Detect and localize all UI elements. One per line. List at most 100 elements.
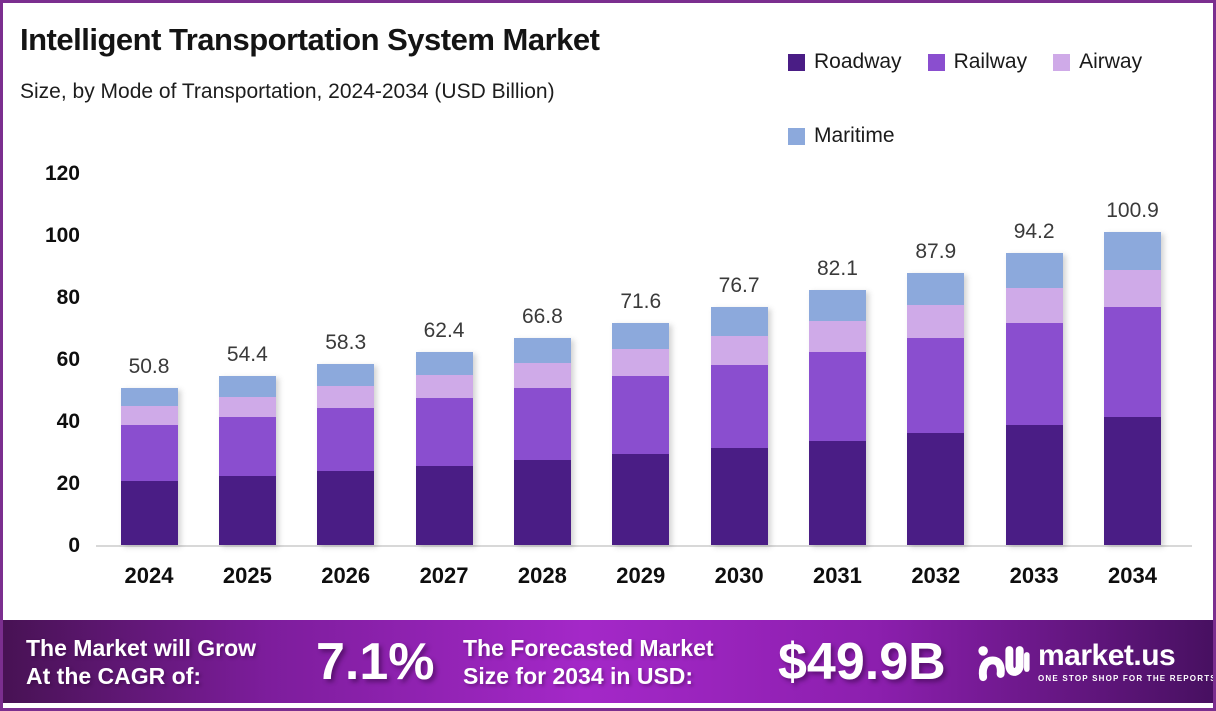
bar-segment-roadway bbox=[612, 453, 670, 545]
forecast-label: The Forecasted Market Size for 2034 in U… bbox=[463, 634, 714, 690]
bar-segment-airway bbox=[120, 406, 178, 426]
bar-total-label: 100.9 bbox=[1106, 199, 1159, 223]
cagr-label-line2: At the CAGR of: bbox=[26, 662, 202, 689]
bar-2032 bbox=[907, 272, 965, 545]
bar-total-label: 94.2 bbox=[1013, 219, 1055, 243]
legend-label-airway: Airway bbox=[1079, 50, 1143, 73]
bar-segment-airway bbox=[218, 396, 276, 417]
bar-segment-roadway bbox=[907, 433, 965, 545]
bar-total-label: 82.1 bbox=[817, 257, 858, 281]
legend-item-roadway: Roadway bbox=[788, 50, 902, 74]
bar-total-label: 87.9 bbox=[915, 239, 957, 263]
maritime-swatch-icon bbox=[788, 127, 805, 145]
bar-segment-maritime bbox=[612, 323, 670, 350]
bar-2029 bbox=[612, 323, 670, 545]
legend-row-2: Maritime bbox=[788, 124, 895, 148]
bar-segment-airway bbox=[710, 336, 768, 365]
legend-label-maritime: Maritime bbox=[814, 124, 895, 147]
x-axis-label: 2026 bbox=[321, 563, 371, 588]
bar-segment-roadway bbox=[120, 480, 178, 545]
railway-swatch-icon bbox=[927, 53, 945, 71]
bar-segment-railway bbox=[1005, 323, 1063, 426]
x-axis-line bbox=[96, 545, 1192, 547]
bar-segment-roadway bbox=[218, 475, 276, 545]
bar-segment-maritime bbox=[415, 351, 473, 375]
bar-segment-airway bbox=[317, 385, 375, 408]
x-axis-label: 2032 bbox=[911, 563, 961, 588]
legend-row-1: Roadway Railway Airway bbox=[788, 50, 1142, 74]
roadway-swatch-icon bbox=[788, 53, 805, 71]
bar-segment-railway bbox=[415, 398, 473, 466]
bar-total-label: 76.7 bbox=[718, 274, 760, 298]
bar-segment-airway bbox=[415, 374, 473, 399]
y-axis-tick-label: 0 bbox=[68, 534, 80, 557]
y-axis-tick-label: 20 bbox=[56, 472, 80, 495]
forecast-label-line2: Size for 2034 in USD: bbox=[463, 662, 694, 689]
cagr-label-line1: The Market will Grow bbox=[26, 634, 257, 661]
x-axis-label: 2034 bbox=[1108, 563, 1157, 588]
x-axis-label: 2031 bbox=[812, 563, 862, 588]
bar-total-label: 66.8 bbox=[521, 304, 563, 328]
bar-segment-railway bbox=[317, 407, 375, 471]
y-axis-tick-label: 100 bbox=[44, 224, 80, 247]
bar-2025 bbox=[218, 376, 276, 545]
bar-segment-railway bbox=[808, 351, 866, 441]
bar-segment-railway bbox=[710, 364, 768, 448]
bar-total-label: 58.3 bbox=[325, 331, 367, 355]
bar-total-label: 50.8 bbox=[128, 354, 170, 378]
legend-item-maritime: Maritime bbox=[788, 124, 895, 148]
legend-item-airway: Airway bbox=[1053, 50, 1142, 74]
bar-segment-roadway bbox=[808, 440, 866, 545]
marketus-brand-tagline: ONE STOP SHOP FOR THE REPORTS bbox=[1038, 673, 1216, 683]
x-axis-label: 2025 bbox=[222, 563, 272, 588]
page-title: Intelligent Transportation System Market bbox=[20, 22, 600, 57]
bar-segment-roadway bbox=[317, 470, 375, 545]
bar-segment-maritime bbox=[317, 364, 375, 386]
bar-segment-railway bbox=[612, 376, 670, 454]
bar-segment-maritime bbox=[513, 337, 571, 363]
bar-2030 bbox=[710, 307, 768, 545]
bar-segment-roadway bbox=[1104, 416, 1161, 545]
y-axis-tick-label: 60 bbox=[56, 348, 80, 371]
legend-item-railway: Railway bbox=[927, 50, 1028, 74]
x-axis-label: 2029 bbox=[616, 563, 666, 588]
bar-2033 bbox=[1005, 252, 1063, 545]
bar-segment-airway bbox=[808, 320, 866, 352]
x-axis-label: 2028 bbox=[517, 563, 567, 588]
cagr-label: The Market will Grow At the CAGR of: bbox=[26, 634, 256, 690]
bar-segment-roadway bbox=[1005, 425, 1063, 545]
footer-banner: The Market will Grow At the CAGR of: 7.1… bbox=[0, 620, 1216, 703]
x-axis-label: 2030 bbox=[714, 563, 764, 588]
bar-segment-airway bbox=[513, 362, 571, 388]
bar-2024 bbox=[120, 387, 178, 545]
bar-2034 bbox=[1104, 232, 1161, 545]
y-axis-tick-label: 120 bbox=[44, 162, 80, 185]
bar-segment-maritime bbox=[1104, 232, 1161, 270]
cagr-value: 7.1% bbox=[316, 632, 435, 691]
forecast-value: $49.9B bbox=[778, 632, 946, 691]
x-axis-label: 2033 bbox=[1009, 563, 1059, 588]
x-axis-label: 2024 bbox=[124, 563, 174, 588]
bar-total-label: 54.4 bbox=[226, 343, 268, 367]
bar-segment-airway bbox=[1005, 287, 1063, 323]
y-axis-tick-label: 80 bbox=[56, 286, 80, 309]
bar-2028 bbox=[513, 337, 571, 545]
y-axis-tick-label: 40 bbox=[56, 410, 80, 433]
marketus-brand-text: market.us ONE STOP SHOP FOR THE REPORTS bbox=[1038, 640, 1216, 683]
bar-segment-railway bbox=[218, 416, 276, 476]
bar-segment-maritime bbox=[808, 290, 866, 321]
bar-segment-maritime bbox=[218, 376, 276, 397]
bar-segment-airway bbox=[907, 305, 965, 338]
bar-total-label: 62.4 bbox=[423, 318, 465, 342]
bar-segment-airway bbox=[612, 349, 670, 377]
marketus-logo-icon bbox=[976, 640, 1030, 684]
bar-2026 bbox=[317, 364, 375, 545]
legend-label-roadway: Roadway bbox=[814, 50, 902, 73]
bar-total-label: 71.6 bbox=[620, 290, 662, 314]
legend-label-railway: Railway bbox=[953, 50, 1028, 73]
bar-segment-railway bbox=[1104, 307, 1161, 417]
bar-segment-roadway bbox=[415, 465, 473, 545]
bar-segment-roadway bbox=[710, 447, 768, 545]
